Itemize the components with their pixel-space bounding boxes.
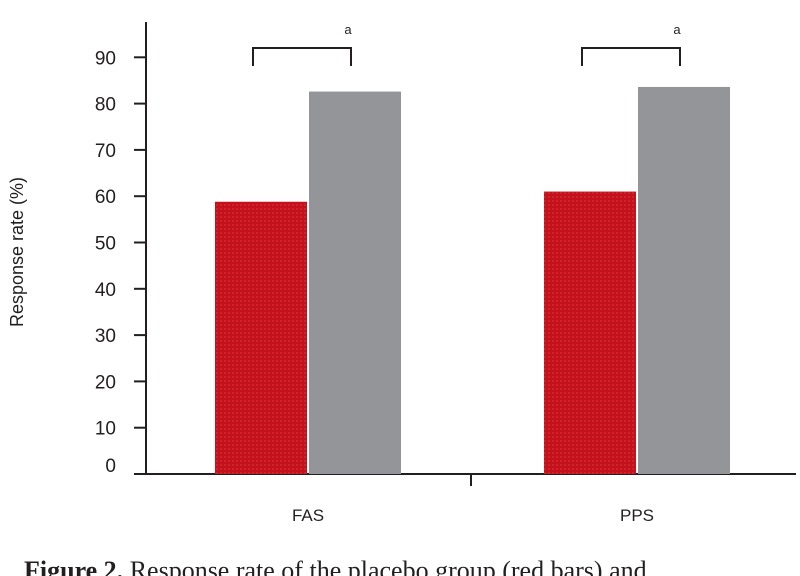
y-tick-label: 50 (95, 234, 116, 255)
y-tick-label: 90 (95, 48, 116, 69)
caption-prefix: Figure 2. (24, 556, 124, 576)
y-axis-label: Response rate (%) (7, 177, 27, 327)
significance-label: a (344, 22, 352, 37)
significance-bracket (252, 47, 352, 66)
y-tick-label: 60 (95, 187, 116, 208)
y-tick-label: 70 (95, 141, 116, 162)
y-tick-label: 20 (95, 372, 116, 393)
caption-text: Response rate of the placebo group (red … (123, 556, 647, 576)
significance-bracket (581, 47, 681, 66)
y-tick-label: 40 (95, 280, 116, 301)
bars (215, 86, 730, 475)
x-axis: FAS PPS (146, 473, 796, 525)
y-tick-label: 30 (95, 326, 116, 347)
x-category-label: PPS (620, 506, 654, 525)
y-tick-label: 80 (95, 95, 116, 116)
y-tick-label: 10 (95, 419, 116, 440)
bar (638, 86, 730, 474)
y-tick-label: 0 (105, 456, 116, 477)
x-category-label: FAS (292, 506, 324, 525)
figure-caption: Figure 2. Response rate of the placebo g… (24, 556, 800, 576)
bar (309, 91, 401, 474)
y-axis: 0 10 20 30 40 50 60 70 80 90 (95, 22, 147, 477)
significance-label: a (673, 22, 681, 37)
bar-texture (544, 191, 636, 474)
bar-texture (215, 201, 307, 475)
